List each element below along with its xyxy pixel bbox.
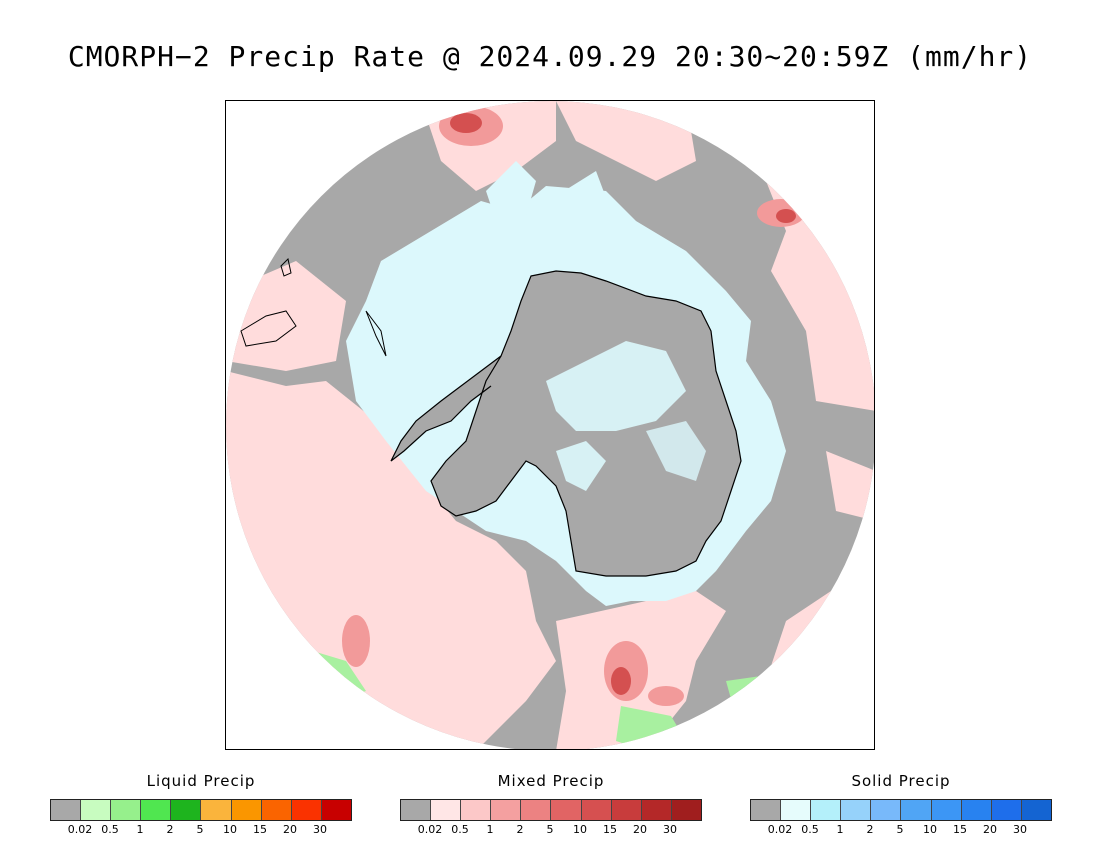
legend-swatch <box>201 800 232 820</box>
legend-swatch <box>841 800 872 820</box>
legend-swatch <box>51 800 82 820</box>
legend-swatch <box>641 800 672 820</box>
legend-swatch <box>581 800 612 820</box>
legend-tick-label: 0.5 <box>101 823 119 836</box>
legend-tick-label: 5 <box>196 823 204 836</box>
legend-mixed: Mixed Precip 0.02 0.5 1 2 5 10 15 20 30 <box>400 772 702 837</box>
legend-swatch <box>611 800 642 820</box>
legend-tick-label: 0.5 <box>801 823 819 836</box>
legend-swatch <box>111 800 142 820</box>
south-america-coastline <box>240 310 297 347</box>
globe-disc <box>226 101 874 749</box>
legend-solid-ticks: 0.02 0.5 1 2 5 10 15 20 30 <box>750 823 1050 837</box>
legend-liquid-title: Liquid Precip <box>146 772 256 790</box>
legend-swatch <box>551 800 582 820</box>
legend-swatch <box>81 800 112 820</box>
map-title: CMORPH−2 Precip Rate @ 2024.09.29 20:30~… <box>67 40 1033 73</box>
legend-solid-title: Solid Precip <box>851 772 951 790</box>
legend-mixed-ticks: 0.02 0.5 1 2 5 10 15 20 30 <box>400 823 700 837</box>
legend-swatch <box>671 800 701 820</box>
legend-tick-label: 5 <box>896 823 904 836</box>
legend-swatch <box>431 800 462 820</box>
legend-tick-label: 15 <box>603 823 617 836</box>
legend-swatch <box>811 800 842 820</box>
antarctica-coastline <box>430 270 742 577</box>
legend-mixed-bar <box>400 799 702 821</box>
legend-tick-label: 30 <box>663 823 677 836</box>
legend-swatch <box>491 800 522 820</box>
legend-swatch <box>1021 800 1051 820</box>
legend-swatch <box>171 800 202 820</box>
legend-tick-label: 2 <box>866 823 874 836</box>
legend-swatch <box>991 800 1022 820</box>
legend-tick-label: 30 <box>313 823 327 836</box>
legend-swatch <box>461 800 492 820</box>
legend-swatch <box>141 800 172 820</box>
legend-tick-label: 5 <box>546 823 554 836</box>
legend-tick-label: 0.5 <box>451 823 469 836</box>
legend-tick-label: 10 <box>223 823 237 836</box>
polar-map-svg <box>226 101 874 749</box>
legend-swatch <box>231 800 262 820</box>
legend-liquid-ticks: 0.02 0.5 1 2 5 10 15 20 30 <box>50 823 350 837</box>
legend-tick-label: 20 <box>283 823 297 836</box>
legend-tick-label: 30 <box>1013 823 1027 836</box>
legend-tick-label: 10 <box>573 823 587 836</box>
legend-tick-label: 1 <box>136 823 144 836</box>
legend-swatch <box>401 800 432 820</box>
legend-swatch <box>961 800 992 820</box>
legend-tick-label: 10 <box>923 823 937 836</box>
legend-tick-label: 20 <box>633 823 647 836</box>
legend-solid-bar <box>750 799 1052 821</box>
legend-tick-label: 2 <box>166 823 174 836</box>
legend-swatch <box>321 800 351 820</box>
legend-tick-label: 1 <box>486 823 494 836</box>
precip-map[interactable] <box>225 100 875 750</box>
legend-swatch <box>261 800 292 820</box>
legend-swatch <box>291 800 322 820</box>
legend-swatch <box>751 800 782 820</box>
legend-liquid: Liquid Precip 0.02 0.5 1 2 5 10 15 20 30 <box>50 772 352 837</box>
legend-tick-label: 0.02 <box>767 823 793 836</box>
legend-swatch <box>931 800 962 820</box>
legend-swatch <box>781 800 812 820</box>
legend-swatch <box>871 800 902 820</box>
legend-tick-label: 2 <box>516 823 524 836</box>
legend-swatch <box>521 800 552 820</box>
legend-swatch <box>901 800 932 820</box>
legend-tick-label: 1 <box>836 823 844 836</box>
legend-mixed-title: Mixed Precip <box>497 772 605 790</box>
legend-tick-label: 0.02 <box>67 823 93 836</box>
legend-tick-label: 0.02 <box>417 823 443 836</box>
legend-tick-label: 15 <box>953 823 967 836</box>
legend-solid: Solid Precip 0.02 0.5 1 2 5 10 15 20 30 <box>750 772 1052 837</box>
legend-tick-label: 15 <box>253 823 267 836</box>
legend-liquid-bar <box>50 799 352 821</box>
legend-tick-label: 20 <box>983 823 997 836</box>
